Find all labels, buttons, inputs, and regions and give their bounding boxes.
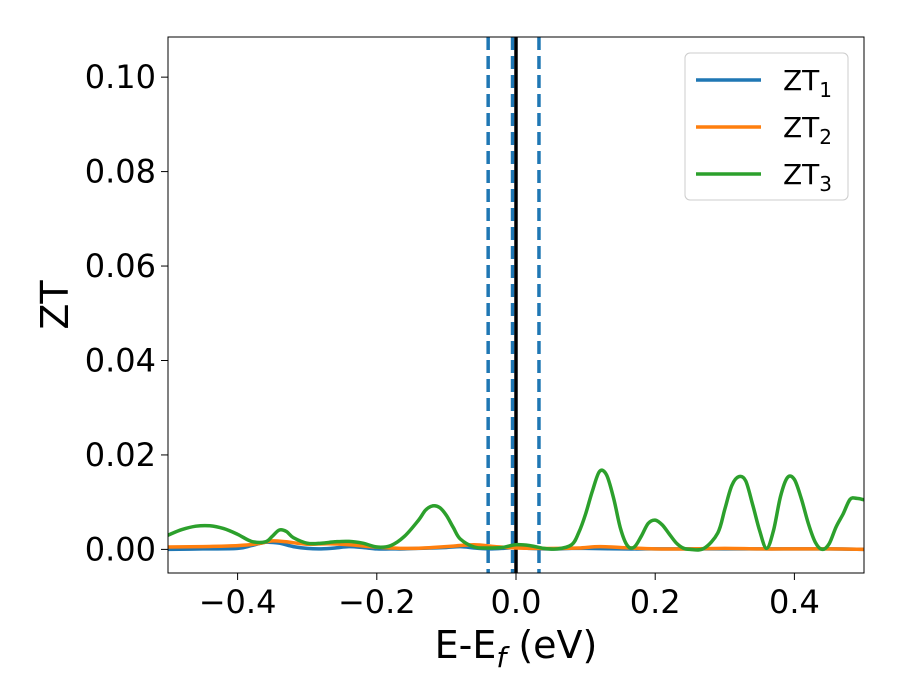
x-tick-label: −0.2: [338, 583, 416, 621]
legend-label-zt3: ZT3: [783, 158, 832, 196]
x-tick-label: 0.4: [769, 583, 820, 621]
y-tick-label: 0.02: [85, 436, 156, 474]
y-tick-label: 0.10: [85, 58, 156, 96]
y-axis-label: ZT: [33, 280, 77, 330]
x-axis-label-suffix: (eV): [506, 623, 597, 667]
x-tick-label: 0.2: [630, 583, 681, 621]
legend-box: [684, 52, 849, 201]
series-line-zt3: [168, 468, 864, 552]
reference-lines: [486, 37, 541, 573]
legend: ZT1 ZT2 ZT3: [684, 52, 849, 201]
y-tick-label: 0.00: [85, 530, 156, 568]
x-tick-label: 0.0: [491, 583, 542, 621]
x-axis-label-main: E-E: [435, 623, 497, 667]
series-layer: [168, 468, 864, 552]
x-axis-ticks: −0.4 −0.2 0.0 0.2 0.4: [199, 573, 820, 621]
x-tick-label: −0.4: [199, 583, 277, 621]
legend-label-zt1: ZT1: [783, 64, 832, 102]
y-tick-label: 0.06: [85, 247, 156, 285]
y-tick-label: 0.04: [85, 341, 156, 379]
x-axis-label: E-Ef (eV): [435, 623, 598, 674]
y-tick-label: 0.08: [85, 153, 156, 191]
legend-label-zt2: ZT2: [783, 111, 832, 149]
y-axis-ticks: 0.00 0.02 0.04 0.06 0.08 0.10: [85, 58, 168, 568]
